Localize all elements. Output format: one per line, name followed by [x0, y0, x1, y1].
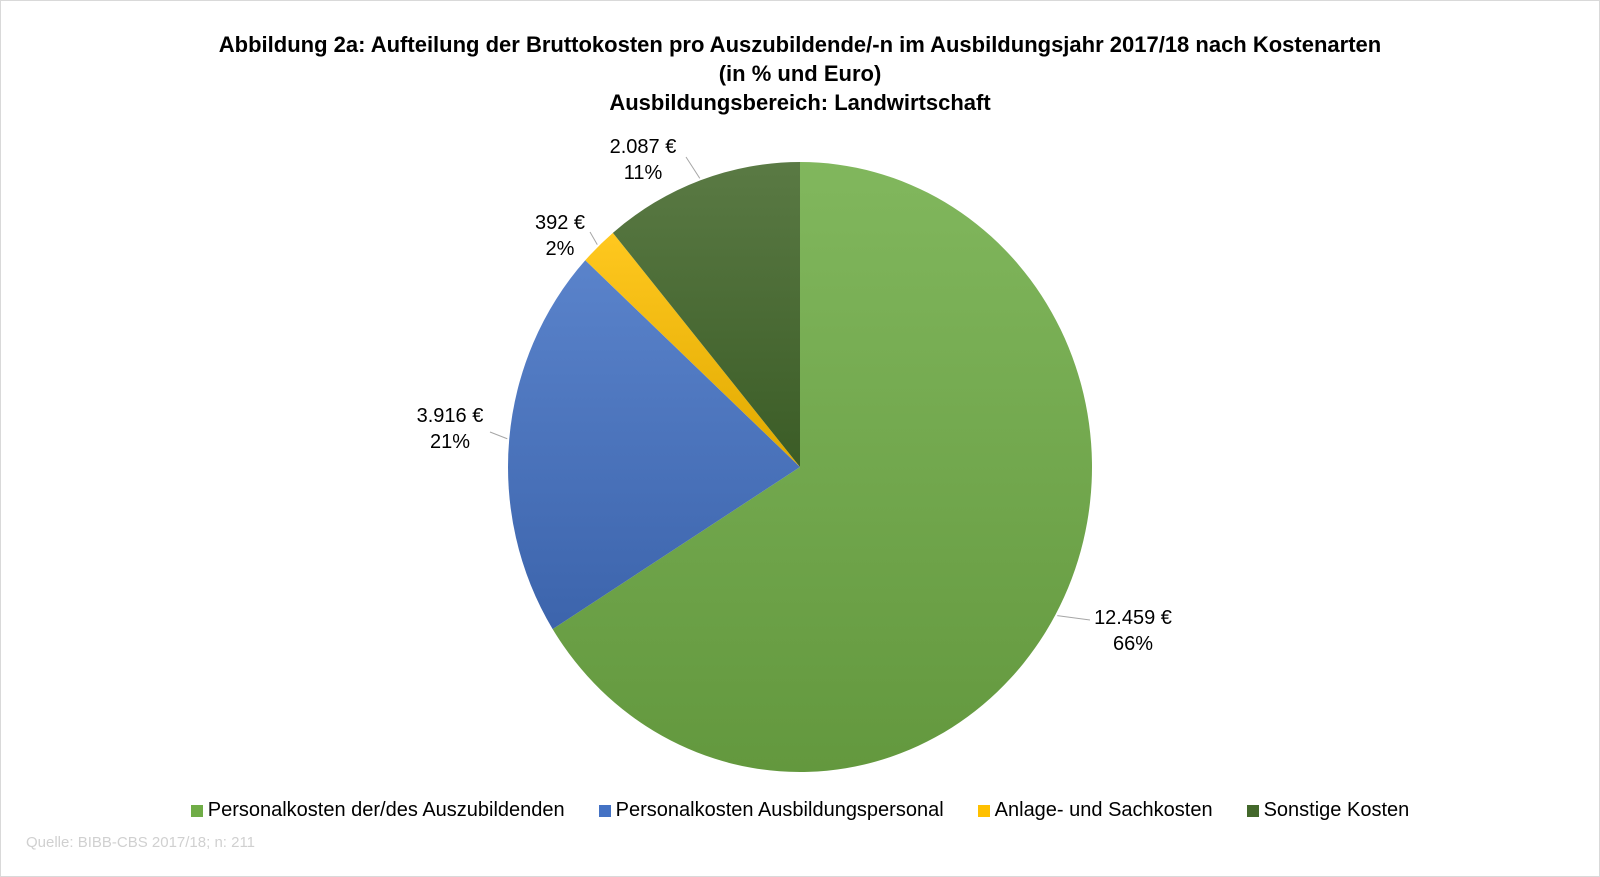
- slice-value-label-4: 2.087 €: [610, 136, 677, 158]
- legend-item-4: Sonstige Kosten: [1246, 799, 1410, 822]
- chart-title-block: Abbildung 2a: Aufteilung der Bruttokoste…: [0, 30, 1600, 117]
- legend-swatch-1: [190, 804, 203, 817]
- slice-value-label-3: 392 €: [535, 212, 585, 234]
- leader-line-2: [489, 431, 508, 440]
- chart-subtitle-2: Ausbildungsbereich: Landwirtschaft: [609, 90, 991, 115]
- legend-label-4: Sonstige Kosten: [1263, 799, 1410, 821]
- pie-slice-1: [552, 162, 1092, 772]
- legend-label-3: Anlage- und Sachkosten: [994, 799, 1213, 821]
- legend-item-1: Personalkosten der/des Auszubildenden: [190, 799, 565, 822]
- chart-title: Abbildung 2a: Aufteilung der Bruttokoste…: [218, 32, 1382, 57]
- legend-swatch-4: [1246, 804, 1259, 817]
- source-note: Quelle: BIBB-CBS 2017/18; n: 211: [26, 834, 256, 851]
- chart-subtitle: (in % und Euro): [718, 61, 882, 86]
- slice-percent-label-3: 2%: [546, 238, 575, 260]
- leader-line-4: [685, 156, 701, 179]
- legend-swatch-3: [977, 804, 990, 817]
- leader-line-3: [589, 231, 598, 245]
- legend-label-1: Personalkosten der/des Auszubildenden: [207, 799, 565, 821]
- legend-item-2: Personalkosten Ausbildungspersonal: [598, 799, 944, 822]
- pie-slice-4: [612, 162, 800, 467]
- legend-item-3: Anlage- und Sachkosten: [977, 799, 1213, 822]
- pie-slice-2: [507, 260, 800, 630]
- slice-percent-label-2: 21%: [430, 431, 470, 453]
- slice-percent-label-1: 66%: [1113, 633, 1153, 655]
- slice-value-label-1: 12.459 €: [1094, 607, 1172, 629]
- legend-label-2: Personalkosten Ausbildungspersonal: [615, 799, 944, 821]
- legend-swatch-2: [598, 804, 611, 817]
- slice-percent-label-4: 11%: [624, 162, 663, 184]
- pie-slice-3: [585, 232, 800, 467]
- slice-value-label-2: 3.916 €: [417, 405, 484, 427]
- leader-line-1: [1057, 615, 1091, 621]
- legend: Personalkosten der/des Auszubildenden Per…: [0, 799, 1600, 822]
